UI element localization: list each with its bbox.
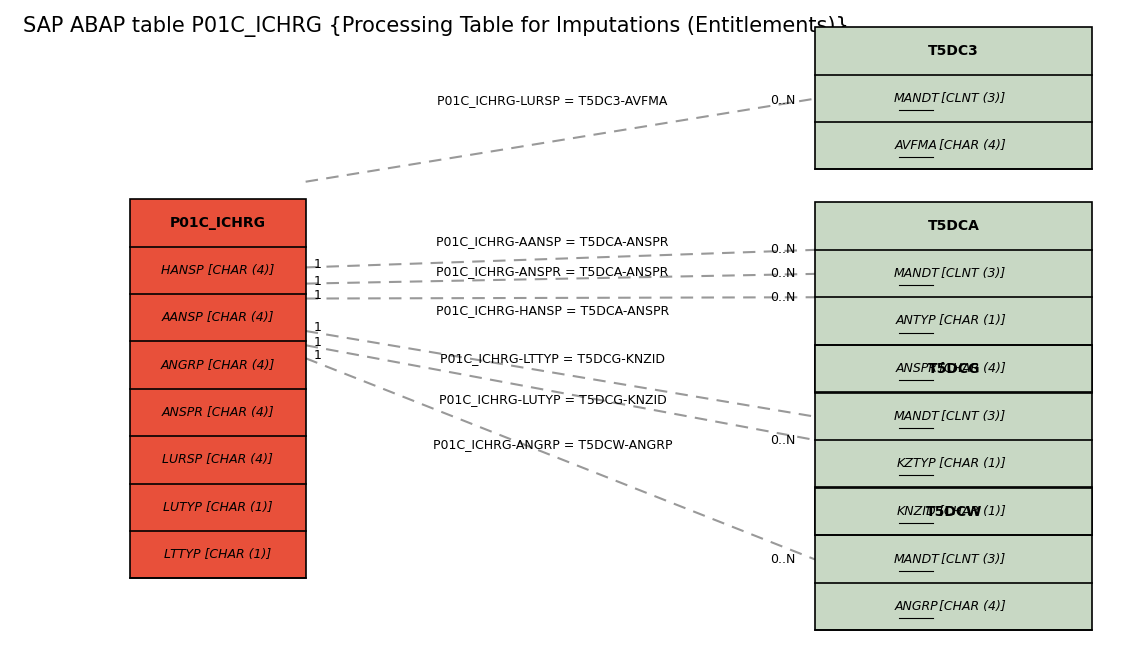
- Text: ANSPR: ANSPR: [895, 361, 937, 375]
- Text: [CHAR (1)]: [CHAR (1)]: [935, 504, 1006, 518]
- Text: MANDT: MANDT: [893, 92, 940, 105]
- Text: SAP ABAP table P01C_ICHRG {Processing Table for Imputations (Entitlements)}: SAP ABAP table P01C_ICHRG {Processing Ta…: [23, 16, 848, 37]
- Text: [CHAR (4)]: [CHAR (4)]: [935, 361, 1006, 375]
- Text: [CHAR (4)]: [CHAR (4)]: [935, 600, 1006, 613]
- Text: ANSPR [CHAR (4)]: ANSPR [CHAR (4)]: [162, 406, 274, 419]
- Text: LTTYP [CHAR (1)]: LTTYP [CHAR (1)]: [164, 548, 272, 561]
- Text: 0..N: 0..N: [771, 94, 796, 107]
- Bar: [815, 27, 1092, 169]
- Text: 1: 1: [314, 349, 321, 361]
- Text: ANTYP: ANTYP: [897, 314, 936, 328]
- Text: LUTYP [CHAR (1)]: LUTYP [CHAR (1)]: [163, 500, 273, 514]
- Text: 1: 1: [314, 336, 321, 349]
- Text: 1: 1: [314, 321, 321, 334]
- Text: [CLNT (3)]: [CLNT (3)]: [936, 552, 1005, 566]
- Text: ANGRP [CHAR (4)]: ANGRP [CHAR (4)]: [161, 358, 275, 372]
- Text: P01C_ICHRG-LUTYP = T5DCG-KNZID: P01C_ICHRG-LUTYP = T5DCG-KNZID: [438, 393, 667, 406]
- Text: [CLNT (3)]: [CLNT (3)]: [936, 410, 1005, 423]
- Text: T5DC3: T5DC3: [928, 44, 979, 58]
- Text: [CHAR (4)]: [CHAR (4)]: [935, 139, 1006, 153]
- Text: MANDT: MANDT: [893, 410, 940, 423]
- Text: P01C_ICHRG-HANSP = T5DCA-ANSPR: P01C_ICHRG-HANSP = T5DCA-ANSPR: [436, 304, 669, 317]
- Text: P01C_ICHRG: P01C_ICHRG: [170, 216, 266, 230]
- Text: 1: 1: [314, 258, 321, 271]
- Bar: [815, 488, 1092, 630]
- Bar: [815, 202, 1092, 392]
- Bar: [130, 199, 306, 578]
- Text: 0..N: 0..N: [771, 267, 796, 280]
- Text: T5DCA: T5DCA: [928, 219, 979, 233]
- Text: P01C_ICHRG-LURSP = T5DC3-AVFMA: P01C_ICHRG-LURSP = T5DC3-AVFMA: [437, 94, 668, 107]
- Text: 1: 1: [314, 275, 321, 288]
- Text: P01C_ICHRG-ANSPR = T5DCA-ANSPR: P01C_ICHRG-ANSPR = T5DCA-ANSPR: [436, 265, 669, 278]
- Text: P01C_ICHRG-ANGRP = T5DCW-ANGRP: P01C_ICHRG-ANGRP = T5DCW-ANGRP: [432, 438, 672, 451]
- Text: AANSP [CHAR (4)]: AANSP [CHAR (4)]: [162, 311, 274, 324]
- Text: LURSP [CHAR (4)]: LURSP [CHAR (4)]: [163, 453, 273, 467]
- Text: KZTYP: KZTYP: [897, 457, 936, 471]
- Text: HANSP [CHAR (4)]: HANSP [CHAR (4)]: [161, 263, 275, 277]
- Bar: [815, 345, 1092, 535]
- Text: T5DCG: T5DCG: [927, 362, 980, 376]
- Text: 0..N: 0..N: [771, 291, 796, 304]
- Text: ANGRP: ANGRP: [894, 600, 938, 613]
- Text: [CHAR (1)]: [CHAR (1)]: [935, 314, 1006, 328]
- Text: [CLNT (3)]: [CLNT (3)]: [936, 267, 1005, 280]
- Text: 0..N: 0..N: [771, 243, 796, 256]
- Text: P01C_ICHRG-LTTYP = T5DCG-KNZID: P01C_ICHRG-LTTYP = T5DCG-KNZID: [440, 352, 664, 365]
- Text: P01C_ICHRG-AANSP = T5DCA-ANSPR: P01C_ICHRG-AANSP = T5DCA-ANSPR: [436, 235, 669, 248]
- Text: T5DCW: T5DCW: [926, 505, 981, 519]
- Text: 1: 1: [314, 289, 321, 302]
- Text: KNZID: KNZID: [897, 504, 936, 518]
- Text: [CHAR (1)]: [CHAR (1)]: [935, 457, 1006, 471]
- Text: 0..N: 0..N: [771, 553, 796, 566]
- Text: MANDT: MANDT: [893, 552, 940, 566]
- Text: [CLNT (3)]: [CLNT (3)]: [936, 92, 1005, 105]
- Text: 0..N: 0..N: [771, 434, 796, 447]
- Text: AVFMA: AVFMA: [895, 139, 937, 153]
- Text: MANDT: MANDT: [893, 267, 940, 280]
